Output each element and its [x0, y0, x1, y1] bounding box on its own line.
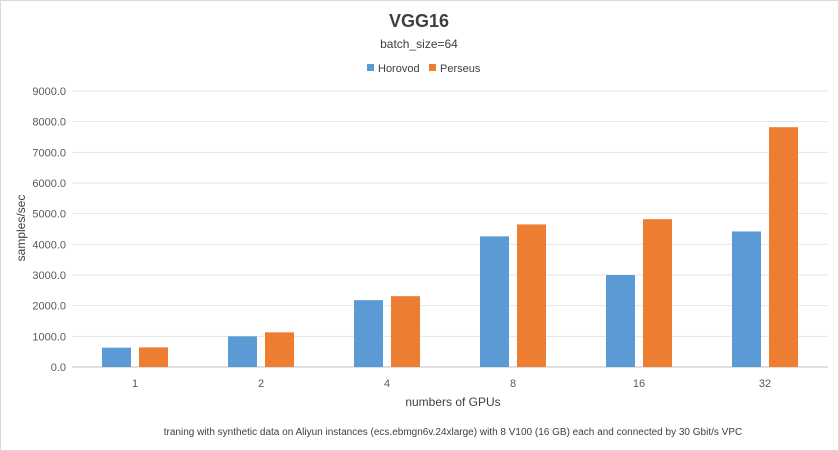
bar-perseus-32: [769, 127, 798, 367]
x-axis-title: numbers of GPUs: [405, 395, 500, 409]
y-tick-label: 7000.0: [32, 147, 66, 159]
y-tick-label: 1000.0: [32, 331, 66, 343]
bar-horovod-32: [732, 231, 761, 367]
y-axis-ticks: 0.0 1000.0 2000.0 3000.0 4000.0 5000.0 6000.0 7…: [32, 86, 66, 374]
x-tick-label: 16: [633, 378, 645, 390]
bar-perseus-2: [265, 332, 294, 367]
footnote: traning with synthetic data on Aliyun in…: [164, 427, 742, 438]
legend-swatch-horovod: [367, 64, 374, 71]
bar-horovod-4: [354, 300, 383, 367]
x-tick-label: 4: [384, 378, 390, 390]
x-tick-label: 8: [510, 378, 516, 390]
y-tick-label: 4000.0: [32, 239, 66, 251]
y-tick-label: 2000.0: [32, 301, 66, 313]
chart-subtitle: batch_size=64: [380, 37, 458, 51]
legend-swatch-perseus: [429, 64, 436, 71]
y-tick-label: 5000.0: [32, 209, 66, 221]
bar-perseus-4: [391, 296, 420, 367]
y-axis-title: samples/sec: [14, 195, 28, 262]
y-tick-label: 6000.0: [32, 178, 66, 190]
bar-horovod-1: [102, 347, 131, 367]
y-tick-label: 0.0: [51, 362, 66, 374]
y-tick-label: 3000.0: [32, 270, 66, 282]
x-tick-label: 1: [132, 378, 138, 390]
y-tick-label: 9000.0: [32, 86, 66, 98]
bar-perseus-8: [517, 224, 546, 367]
bar-perseus-1: [139, 347, 168, 367]
bar-horovod-8: [480, 236, 509, 367]
legend-label-perseus: Perseus: [440, 63, 481, 75]
legend: Horovod Perseus: [367, 63, 481, 75]
bar-horovod-2: [228, 336, 257, 367]
x-axis-ticks: 1 2 4 8 16 32: [132, 378, 771, 390]
bars: [102, 127, 798, 367]
gridlines: [72, 90, 828, 368]
bar-horovod-16: [606, 275, 635, 367]
x-tick-label: 32: [759, 378, 771, 390]
legend-label-horovod: Horovod: [378, 63, 420, 75]
bar-perseus-16: [643, 219, 672, 367]
x-tick-label: 2: [258, 378, 264, 390]
y-tick-label: 8000.0: [32, 117, 66, 129]
chart-title: VGG16: [389, 11, 449, 31]
